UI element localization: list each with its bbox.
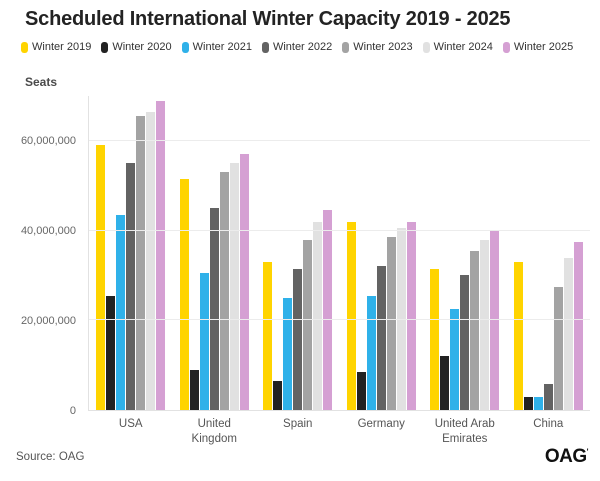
bar	[293, 268, 303, 410]
bar	[396, 228, 406, 410]
y-tick-label: 20,000,000	[20, 315, 76, 327]
bar	[376, 266, 386, 410]
legend-label: Winter 2020	[112, 41, 172, 53]
y-tick-label: 60,000,000	[20, 135, 76, 147]
y-tick-label: 0	[69, 405, 76, 417]
legend-swatch-icon	[101, 41, 109, 53]
bar	[563, 257, 573, 410]
legend-item: Winter 2022	[261, 41, 333, 53]
bar	[346, 221, 356, 410]
bar	[430, 268, 440, 410]
legend-label: Winter 2021	[192, 41, 252, 53]
legend-swatch-icon	[342, 41, 350, 53]
legend-item: Winter 2021	[181, 41, 252, 53]
bar	[533, 397, 543, 410]
bar	[146, 111, 156, 410]
bar	[323, 210, 333, 410]
legend-label: Winter 2022	[272, 41, 333, 53]
x-category-label: United Arab Emirates	[434, 418, 495, 445]
x-category-label: Spain	[283, 418, 313, 430]
legend-item: Winter 2024	[422, 41, 493, 53]
bar	[273, 380, 283, 410]
bar	[136, 116, 146, 410]
bar	[229, 163, 239, 410]
legend-label: Winter 2019	[32, 41, 92, 53]
bar	[303, 239, 313, 410]
bar-group	[507, 96, 591, 410]
legend-label: Winter 2024	[433, 41, 493, 53]
legend-swatch-icon	[261, 41, 269, 53]
bar	[209, 208, 219, 410]
bar	[189, 369, 199, 410]
bar	[116, 214, 126, 410]
legend-swatch-icon	[181, 41, 189, 53]
bar-group	[423, 96, 507, 410]
bar	[219, 172, 229, 410]
legend-label: Winter 2023	[353, 41, 413, 53]
bar	[513, 261, 523, 410]
bar	[480, 239, 490, 410]
bar	[543, 383, 553, 410]
bar-chart-plot-area: USA United Kingdom Spain Germany United Arab…	[88, 96, 590, 445]
legend-item: Winter 2019	[21, 41, 91, 53]
bar-group	[173, 96, 257, 410]
legend-label: Winter 2025	[513, 41, 574, 53]
bar	[199, 273, 209, 410]
bar	[106, 295, 116, 410]
legend-item: Winter 2025	[502, 41, 574, 53]
bar	[450, 309, 460, 410]
y-axis-tick-labels: 0 20,000,000 40,000,000 60,000,000	[0, 96, 82, 417]
chart-title: Scheduled International Winter Capacity …	[25, 8, 511, 30]
y-tick-label: 40,000,000	[20, 225, 76, 237]
bar	[470, 250, 480, 410]
bar	[239, 154, 249, 410]
bar	[356, 371, 366, 410]
x-category-label: United Kingdom	[191, 418, 237, 445]
x-category-label: Germany	[357, 418, 405, 430]
bar	[460, 275, 470, 410]
bar	[126, 163, 136, 410]
bar-group	[256, 96, 340, 410]
legend-swatch-icon	[422, 41, 430, 53]
bar	[263, 261, 273, 410]
legend-item: Winter 2020	[101, 41, 172, 53]
chart-legend: Winter 2019 Winter 2020 Winter 2021 Winter …	[21, 41, 573, 53]
x-axis-category-labels: USA United Kingdom Spain Germany United Arab…	[89, 417, 590, 447]
gridline	[89, 229, 590, 231]
oag-logo-mark: '	[586, 447, 589, 457]
legend-swatch-icon	[502, 41, 510, 53]
bar-groups	[89, 96, 590, 410]
source-note: Source: OAG	[16, 451, 85, 463]
bar	[386, 237, 396, 410]
y-axis-title: Seats	[25, 75, 58, 89]
bar-group	[89, 96, 173, 410]
bar	[366, 295, 376, 410]
bar	[440, 356, 450, 410]
legend-swatch-icon	[21, 41, 28, 53]
bar	[179, 179, 189, 410]
oag-logo: OAG'	[544, 446, 589, 468]
bar	[406, 221, 416, 410]
bar-group	[340, 96, 424, 410]
gridline	[89, 139, 590, 141]
x-category-label: USA	[118, 418, 143, 430]
bar	[553, 286, 563, 410]
bar	[96, 145, 106, 410]
oag-logo-text: OAG	[544, 446, 587, 467]
legend-item: Winter 2023	[342, 41, 413, 53]
bar	[313, 221, 323, 410]
bar	[573, 241, 583, 410]
bar	[523, 396, 533, 410]
bar	[283, 297, 293, 410]
bar	[156, 100, 166, 410]
gridline	[89, 319, 590, 321]
x-category-label: China	[533, 418, 564, 430]
